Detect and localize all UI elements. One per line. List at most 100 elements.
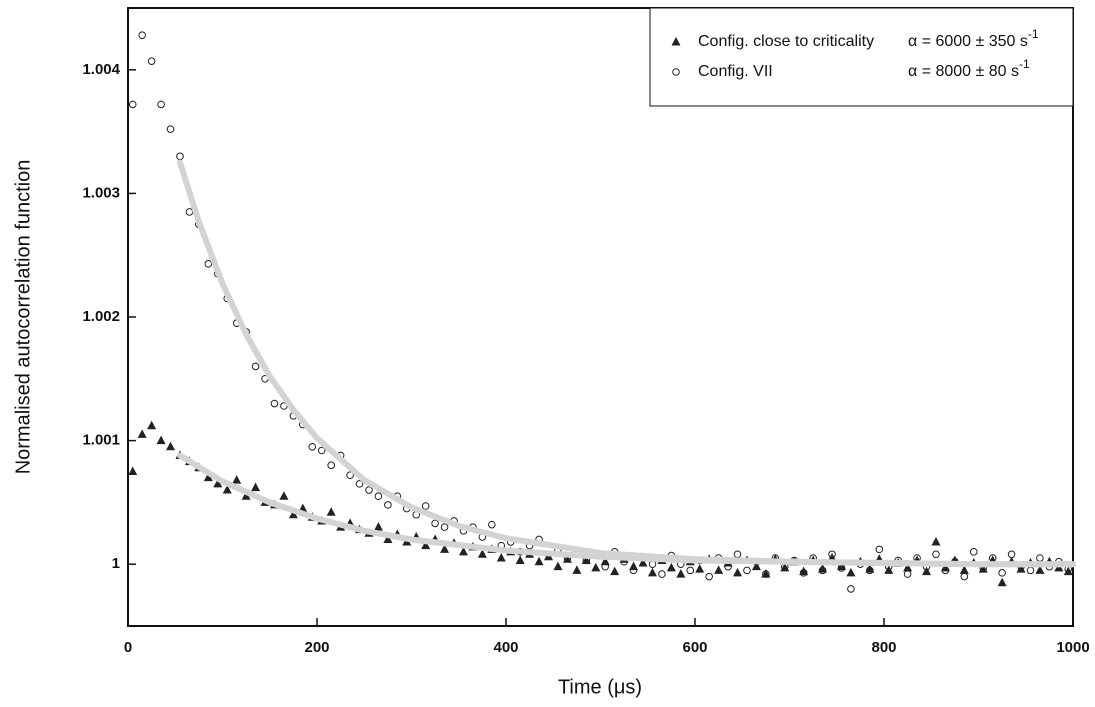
point [903,562,913,572]
point [355,480,364,488]
point [1035,565,1045,574]
point [610,566,620,576]
point [940,562,950,572]
point [346,471,354,480]
y-tick-label: 1 [112,555,120,572]
point [997,577,1007,587]
point [326,507,336,516]
point [600,556,610,566]
legend-alpha-text: α = 6000 ± 350 s [908,33,1028,50]
point [705,572,713,581]
point [232,475,242,484]
point [903,570,912,578]
y-axis-label: Normalised autocorrelation function [12,160,34,475]
y-tick-label: 1.004 [82,61,120,78]
legend-box [649,7,1074,107]
x-tick-label: 800 [871,639,896,656]
legend-marker [671,37,681,46]
point [534,556,544,566]
point [733,567,743,577]
point [714,565,724,574]
point [279,491,289,500]
point [978,564,988,573]
legend-alpha: α = 8000 ± 80 s-1 [908,57,1030,80]
point [780,562,790,572]
point [157,100,165,109]
point [251,362,260,371]
point [270,399,279,408]
point [204,260,213,268]
point [884,565,894,574]
point [488,520,496,529]
fit-curve [176,159,1076,568]
point [638,557,648,567]
point [847,585,855,593]
point [799,566,809,576]
point [128,100,137,109]
point [222,485,232,494]
x-tick-label: 200 [304,639,329,656]
point [365,486,373,494]
point [1063,566,1073,576]
x-tick-label: 1000 [1056,639,1089,656]
point [743,566,751,575]
point [327,461,335,470]
point [421,540,431,550]
fit-curve [176,452,1076,568]
point [591,562,601,572]
point [846,567,856,577]
y-tick-label: 1.002 [82,308,120,325]
legend-label: Config. close to criticality [698,33,874,50]
point [431,519,439,528]
point [629,561,639,571]
point [185,208,194,216]
y-tick-label: 1.003 [82,184,120,201]
point [496,553,506,562]
point [562,554,572,563]
point [931,536,941,546]
point [374,492,383,501]
point [156,435,166,445]
point [176,152,184,161]
point [572,565,582,574]
point [241,491,251,500]
point [875,545,884,554]
point [251,482,261,492]
point [1007,550,1016,559]
point [836,561,846,571]
legend-alpha-text: α = 8000 ± 80 s [908,63,1019,80]
point [440,523,449,531]
x-tick-label: 400 [493,639,518,656]
point [1036,554,1044,562]
legend-label: Config. VII [698,63,773,80]
point [383,534,393,543]
point [818,564,828,573]
point [553,561,563,571]
point [761,569,771,578]
point [308,442,317,451]
x-axis-label: Time (μs) [558,676,642,698]
x-tick-label: 0 [124,639,132,656]
x-tick-label: 600 [682,639,707,656]
point [959,565,969,574]
point [647,567,657,577]
point [686,566,695,575]
point [1016,564,1026,573]
point [458,546,468,556]
legend-alpha-sup: -1 [1028,27,1039,41]
point [203,472,213,482]
point [147,57,156,65]
point [581,555,591,564]
point [666,562,676,572]
point [751,561,761,571]
point [421,502,430,510]
legend-alpha-sup: -1 [1019,57,1030,71]
point [515,555,525,564]
point [384,501,392,509]
point [922,566,932,576]
point [1026,566,1035,575]
point [998,569,1006,577]
y-tick-label: 1.001 [82,432,120,449]
point [932,550,940,559]
